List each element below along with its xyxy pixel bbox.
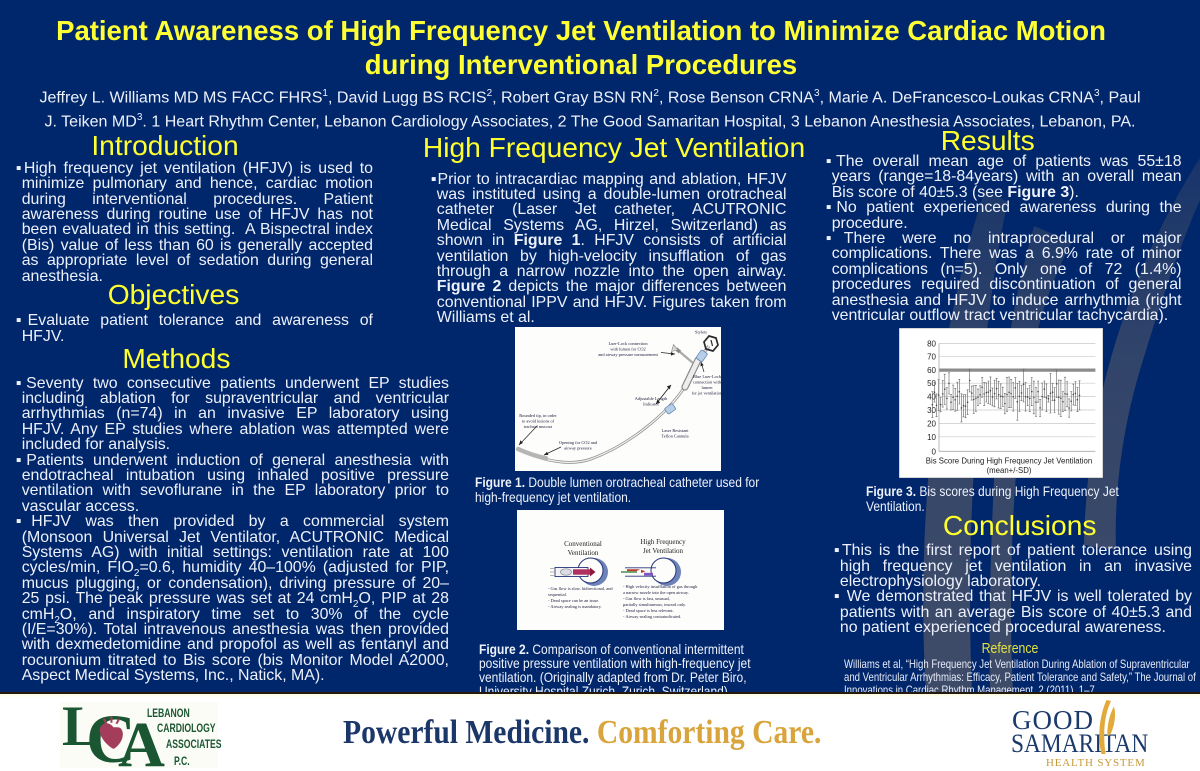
svg-text:Indicator: Indicator xyxy=(643,402,659,407)
svg-text:50: 50 xyxy=(927,379,936,388)
svg-text:connection with: connection with xyxy=(693,380,721,385)
svg-text:to avoid lesions of: to avoid lesions of xyxy=(522,419,555,424)
svg-text:Adjustable Length: Adjustable Length xyxy=(635,396,668,401)
svg-text:Blue Luer-Lock: Blue Luer-Lock xyxy=(693,374,721,379)
svg-text:80: 80 xyxy=(927,339,936,348)
svg-text:(mean+/-SD): (mean+/-SD) xyxy=(987,466,1032,475)
svg-text:airway pressure: airway pressure xyxy=(564,446,592,451)
svg-text:Laser Resistant: Laser Resistant xyxy=(662,428,690,433)
svg-text:A: A xyxy=(118,709,165,768)
svg-text:Bis Score During High Frequenc: Bis Score During High Frequency Jet Vent… xyxy=(926,456,1092,465)
svg-text:- Airway sealing is mandatory.: - Airway sealing is mandatory. xyxy=(548,604,602,609)
svg-text:Ventilation: Ventilation xyxy=(568,549,599,557)
svg-text:partially simultaneous, inward: partially simultaneous, inward only. xyxy=(623,602,686,608)
svg-text:Jet Ventilation: Jet Ventilation xyxy=(643,547,684,555)
svg-text:with lumen for CO2: with lumen for CO2 xyxy=(610,347,646,352)
svg-text:- Gas flow is fast, unusual,: - Gas flow is fast, unusual, xyxy=(623,596,670,602)
svg-text:Conventional: Conventional xyxy=(564,540,602,548)
svg-text:- High velocity insufflation: - High velocity insufflation of gas thro… xyxy=(623,584,698,589)
svg-text:Luer-Lock connection: Luer-Lock connection xyxy=(608,341,648,346)
svg-text:tracheal mucosa: tracheal mucosa xyxy=(524,424,552,429)
svg-text:10: 10 xyxy=(927,433,936,442)
svg-text:70: 70 xyxy=(927,353,936,362)
svg-text:Rounded tip, in order: Rounded tip, in order xyxy=(519,413,557,419)
svg-text:a narrow nozzle into the open: a narrow nozzle into the open airway. xyxy=(623,590,689,595)
svg-text:- Dead space can be an issue.: - Dead space can be an issue. xyxy=(548,598,599,603)
svg-text:20: 20 xyxy=(927,419,936,428)
svg-text:lumen: lumen xyxy=(702,385,714,390)
svg-text:and airway pressure measuremen: and airway pressure measurement xyxy=(598,352,658,357)
svg-text:60: 60 xyxy=(927,366,936,375)
svg-text:L: L xyxy=(62,702,100,758)
svg-text:40: 40 xyxy=(927,392,936,401)
svg-text:Teflon Cannula: Teflon Cannula xyxy=(661,434,688,439)
svg-text:0: 0 xyxy=(932,447,937,456)
svg-text:- Dead space is less relevant.: - Dead space is less relevant. xyxy=(623,608,674,613)
svg-text:- Gas flow is slow, bidirectio: - Gas flow is slow, bidirectional, and xyxy=(548,586,613,592)
svg-text:for jet ventilation: for jet ventilation xyxy=(692,391,721,396)
svg-text:- Airway sealing contraindicat: - Airway sealing contraindicated. xyxy=(623,614,681,619)
svg-text:Stylets: Stylets xyxy=(695,330,707,335)
svg-text:High Frequency: High Frequency xyxy=(640,538,686,546)
svg-text:Opening for CO2 and: Opening for CO2 and xyxy=(559,440,598,445)
svg-text:30: 30 xyxy=(927,406,936,415)
svg-text:sequential.: sequential. xyxy=(548,592,567,597)
